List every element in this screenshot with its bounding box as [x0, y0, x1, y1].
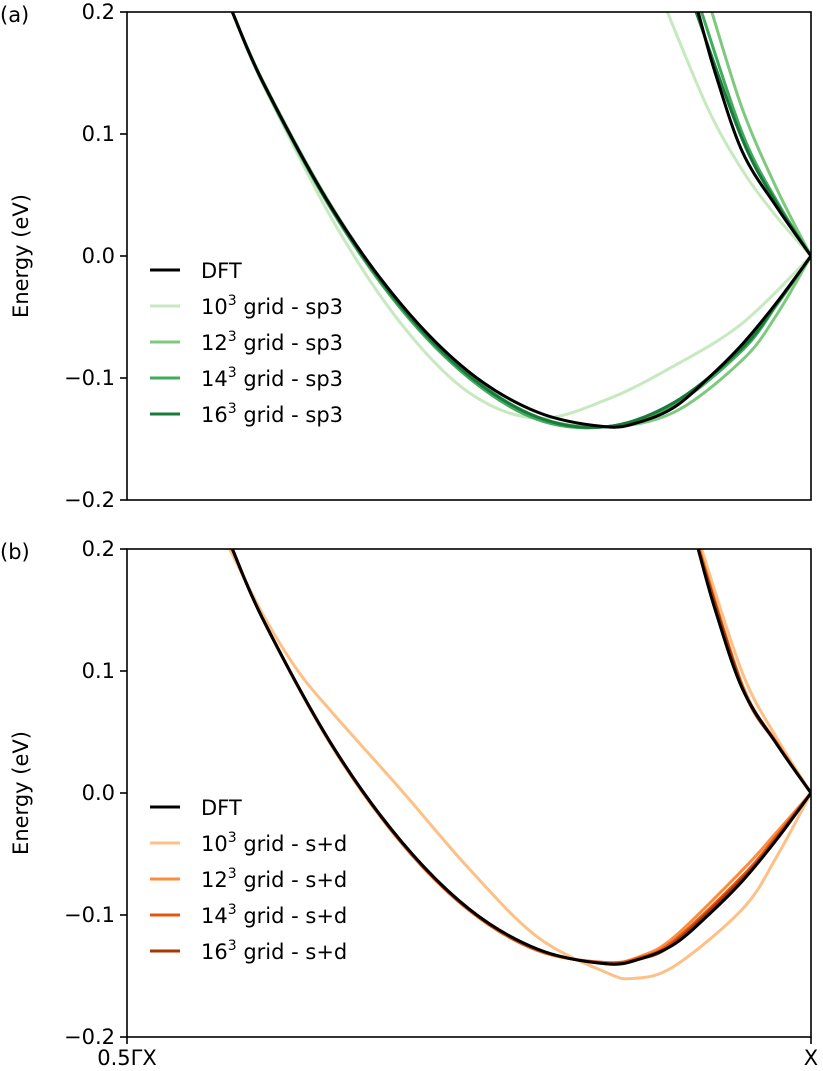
legend-label-base: 10 — [201, 295, 228, 319]
y-tick-label: 0.0 — [82, 244, 115, 268]
x-tick-label: X — [804, 1046, 818, 1070]
legend-label-rest: grid - s+d — [237, 904, 348, 928]
y-tick-label: −0.1 — [64, 903, 115, 927]
series-group — [228, 549, 811, 981]
legend-label-base: 16 — [201, 940, 228, 964]
legend-label-sup: 3 — [228, 830, 237, 846]
series-line-upper-band — [696, 549, 811, 794]
legend-label: 123 grid - s+d — [201, 866, 347, 892]
legend-label-rest: grid - sp3 — [237, 403, 343, 427]
series-line-upper-band — [700, 549, 811, 794]
legend-label-sup: 3 — [228, 365, 237, 381]
plot-frame — [126, 548, 812, 1038]
series-line-upper-band — [697, 549, 811, 794]
legend-label-base: 14 — [201, 904, 228, 928]
legend-label-base: DFT — [201, 796, 242, 820]
y-axis-label: Energy (eV) — [9, 731, 33, 855]
series-line-upper-band — [696, 12, 811, 257]
panel-label: (a) — [0, 3, 29, 27]
series-line-upper-band — [698, 549, 811, 794]
panel-b: 0.2 0.1 0.0 −0.1 −0.20.5ΓX X Energy (eV) (b) DFT… — [0, 537, 818, 1070]
legend-label-rest: grid - sp3 — [237, 295, 343, 319]
series-line-lower-band — [228, 549, 811, 981]
series-group — [230, 12, 811, 430]
series-line-lower-band — [230, 12, 811, 430]
series-line-lower-band — [230, 12, 811, 429]
y-axis-label: Energy (eV) — [9, 194, 33, 318]
legend-label: 123 grid - sp3 — [201, 329, 343, 355]
series-line-upper-band — [710, 12, 811, 257]
y-tick-label: 0.2 — [82, 0, 115, 24]
legend-label: 103 grid - sp3 — [201, 293, 343, 319]
legend-label-rest: grid - sp3 — [237, 331, 343, 355]
y-tick-label: 0.1 — [82, 122, 115, 146]
legend-label-rest: grid - s+d — [237, 868, 348, 892]
legend-label-sup: 3 — [228, 293, 237, 309]
legend-label: 163 grid - sp3 — [201, 401, 343, 427]
plot-frame — [126, 11, 812, 501]
legend-label-sup: 3 — [228, 401, 237, 417]
series-line-upper-band — [696, 549, 811, 794]
legend-label: DFT — [201, 796, 242, 820]
series-line-upper-band — [665, 12, 811, 257]
series-line-upper-band — [700, 12, 811, 257]
y-tick-label: −0.2 — [64, 488, 115, 512]
legend-label-base: 16 — [201, 403, 228, 427]
legend-label-sup: 3 — [228, 938, 237, 954]
legend-label: 143 grid - sp3 — [201, 365, 343, 391]
legend-label: 163 grid - s+d — [201, 938, 347, 964]
y-tick-label: −0.2 — [64, 1025, 115, 1049]
legend-label-rest: grid - s+d — [237, 832, 348, 856]
legend-label-sup: 3 — [228, 329, 237, 345]
legend-label-sup: 3 — [228, 902, 237, 918]
legend-label-base: 14 — [201, 367, 228, 391]
series-line-lower-band — [230, 12, 811, 420]
legend-label-base: 10 — [201, 832, 228, 856]
y-tick-label: 0.1 — [82, 659, 115, 683]
legend-label-rest: grid - sp3 — [237, 367, 343, 391]
y-tick-label: 0.2 — [82, 537, 115, 561]
x-tick-label: 0.5ΓX — [97, 1046, 156, 1070]
legend-label-base: 12 — [201, 331, 228, 355]
panel-label: (b) — [0, 540, 30, 564]
legend-label-rest: grid - s+d — [237, 940, 348, 964]
series-line-lower-band — [230, 549, 811, 966]
legend-label-sup: 3 — [228, 866, 237, 882]
legend-label: 143 grid - s+d — [201, 902, 347, 928]
y-tick-label: 0.0 — [82, 781, 115, 805]
y-tick-label: −0.1 — [64, 366, 115, 390]
legend-label-base: DFT — [201, 259, 242, 283]
legend-label: 103 grid - s+d — [201, 830, 347, 856]
legend-label-base: 12 — [201, 868, 228, 892]
legend-label: DFT — [201, 259, 242, 283]
